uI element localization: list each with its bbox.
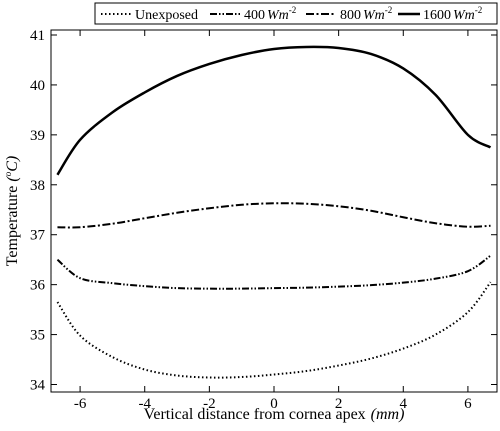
y-tick-label: 35 — [30, 328, 45, 344]
series-line-800 — [57, 202, 491, 229]
y-axis-title: Temperature (oC) — [3, 156, 21, 266]
x-axis-title: Vertical distance from cornea apex (mm) — [144, 406, 405, 423]
legend: Unexposed 400 Wm-2 800 Wm-2 1600 Wm-2 — [94, 2, 498, 25]
x-tick-label: -6 — [74, 396, 87, 412]
y-tick-label: 36 — [30, 278, 46, 294]
axis-ticks — [51, 30, 497, 392]
legend-label-unexposed: Unexposed — [135, 8, 198, 23]
x-tick-label: 6 — [464, 396, 472, 412]
y-tick-label: 37 — [30, 228, 46, 244]
y-tick-label: 34 — [30, 378, 46, 394]
y-tick-label: 39 — [30, 128, 45, 144]
y-tick-label: 41 — [30, 28, 45, 44]
legend-label-800: 800 Wm-2 — [340, 5, 392, 23]
series-line-unexposed — [56, 281, 492, 379]
y-tick-label: 40 — [30, 78, 45, 94]
y-tick-label: 38 — [30, 178, 45, 194]
x-tick-label: 2 — [335, 396, 343, 412]
axis-tick-labels: -6 -4 -2 0 2 4 6 34 35 36 37 38 39 40 41 — [30, 28, 472, 412]
series-lines — [56, 45, 492, 379]
x-tick-label: 0 — [270, 396, 278, 412]
series-line-400 — [56, 254, 492, 290]
x-tick-label: -4 — [138, 396, 151, 412]
series-line-1600 — [56, 45, 492, 176]
legend-label-1600: 1600 Wm-2 — [423, 5, 482, 23]
x-tick-label: 4 — [400, 396, 408, 412]
legend-label-400: 400 Wm-2 — [244, 5, 296, 23]
legend-box — [94, 2, 498, 25]
x-tick-label: -2 — [203, 396, 216, 412]
